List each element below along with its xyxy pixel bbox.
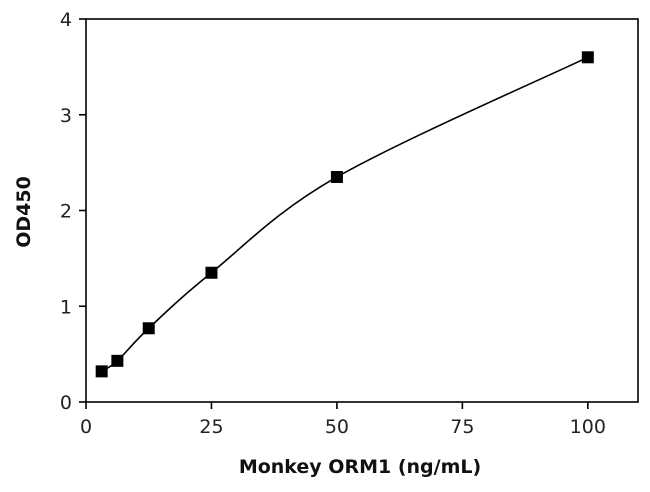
x-tick-label: 75 (450, 416, 474, 438)
x-tick-label: 50 (325, 416, 349, 438)
y-axis-title: OD450 (13, 176, 35, 248)
y-tick-label: 3 (60, 105, 72, 127)
y-tick-label: 1 (60, 296, 72, 318)
data-point-marker (205, 266, 218, 279)
x-tick-label: 0 (80, 416, 92, 438)
data-point-marker (95, 365, 108, 378)
y-tick-label: 4 (60, 9, 72, 31)
x-tick-label: 100 (570, 416, 606, 438)
data-point-marker (581, 51, 594, 64)
data-point-marker (330, 170, 343, 183)
data-point-marker (142, 322, 155, 335)
fit-curve (101, 56, 589, 373)
x-tick-label: 25 (199, 416, 223, 438)
x-axis-title: Monkey ORM1 (ng/mL) (239, 456, 481, 478)
y-tick-label: 2 (60, 201, 72, 223)
y-tick-label: 0 (60, 392, 72, 414)
data-point-marker (111, 354, 124, 367)
plot-frame (85, 18, 639, 403)
